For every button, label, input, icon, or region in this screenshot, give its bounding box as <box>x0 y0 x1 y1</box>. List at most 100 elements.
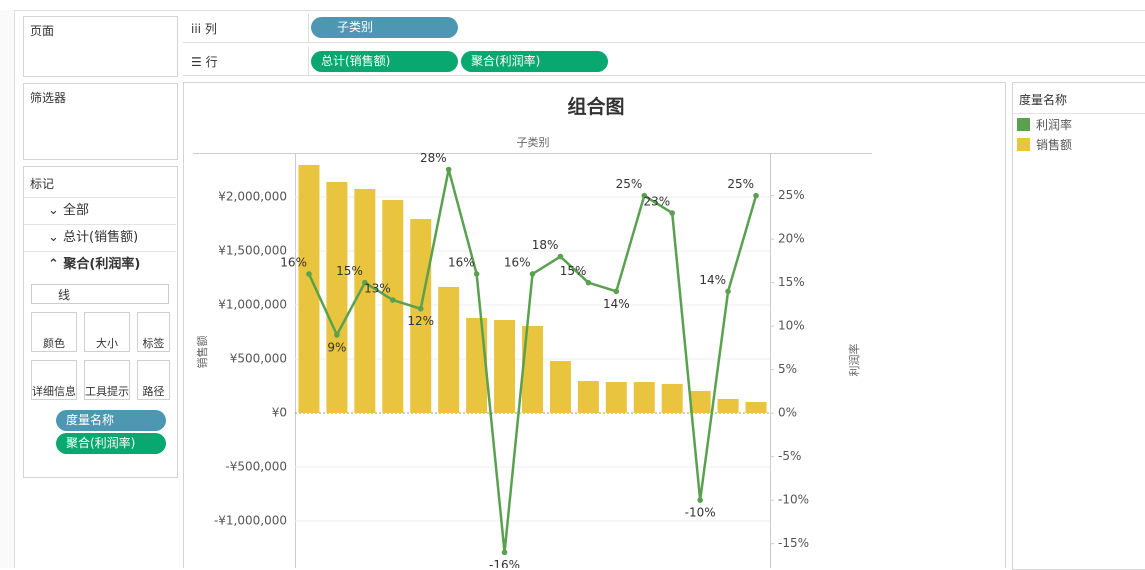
bar <box>549 361 571 413</box>
bar <box>298 164 320 413</box>
shelf-label: iii 列 <box>191 22 217 36</box>
marks-item-label: 聚合(利润率) <box>63 257 141 272</box>
point <box>669 210 676 216</box>
bar <box>577 381 599 413</box>
bar <box>717 398 739 413</box>
data-label: 28% <box>420 151 447 165</box>
marks-item[interactable]: ⌄ 全部 <box>24 197 176 223</box>
bar <box>661 383 683 413</box>
y2-tick-label: 15% <box>778 275 805 289</box>
data-label: 15% <box>560 264 587 278</box>
point <box>753 192 759 199</box>
point <box>445 166 452 173</box>
bar <box>382 199 404 413</box>
point <box>501 549 508 556</box>
data-label: 16% <box>280 255 307 269</box>
rows-shelf: ☰ 行 总计(销售额) 聚合(利润率) <box>183 47 1145 76</box>
legend-items: 利润率销售额 <box>1017 115 1072 155</box>
mark-button-label: 工具提示 <box>85 385 129 398</box>
data-label: 9% <box>327 340 346 354</box>
mark-button-label: 颜色 <box>43 337 65 350</box>
bar <box>466 317 488 413</box>
y2-tick-label: -15% <box>778 536 809 550</box>
bar <box>633 381 655 413</box>
marks-pill[interactable]: 度量名称 <box>56 410 166 431</box>
legend-swatch <box>1017 138 1030 151</box>
mark-type-dropdown[interactable]: 线 <box>31 284 169 304</box>
legend-item[interactable]: 利润率 <box>1017 115 1072 135</box>
point <box>362 279 368 286</box>
bar <box>605 381 627 413</box>
data-label: 25% <box>616 177 643 191</box>
shelf-label-text: 行 <box>205 55 218 69</box>
legend-item[interactable]: 销售额 <box>1017 135 1072 155</box>
mark-button-label: 标签 <box>142 337 165 350</box>
data-label: 23% <box>644 195 671 209</box>
data-label: 25% <box>727 177 754 191</box>
mark-button[interactable]: 标签 <box>137 312 170 352</box>
shelf-pill[interactable]: 聚合(利润率) <box>461 51 608 72</box>
legend-label: 利润率 <box>1036 118 1073 132</box>
data-label: 15% <box>336 264 363 278</box>
legend-swatch <box>1017 118 1030 131</box>
chart: 组合图 子类别 销售额 利润率 -¥1,000,000 -¥500,000 ¥0 ¥5… <box>183 82 1006 568</box>
point <box>334 332 340 338</box>
y-tick-label: ¥1,000,000 <box>218 297 287 311</box>
y-tick-label: ¥500,000 <box>230 351 287 365</box>
bar <box>438 286 460 413</box>
point <box>417 305 424 312</box>
mark-button-label: 路径 <box>142 385 165 398</box>
point <box>529 271 536 277</box>
y2-tick-label: 0% <box>778 406 797 420</box>
y2-tick-label: 20% <box>778 232 805 246</box>
legend-card: 度量名称 利润率销售额 <box>1012 82 1145 570</box>
marks-item[interactable]: ⌄ 总计(销售额) <box>24 224 176 250</box>
point <box>585 279 592 286</box>
shelf-pill[interactable]: 子类别 <box>311 17 458 38</box>
point <box>697 497 703 503</box>
filters-title: 筛选器 <box>30 91 67 105</box>
mark-button[interactable]: 路径 <box>137 360 170 400</box>
divider <box>308 14 309 42</box>
mark-button[interactable]: 工具提示 <box>84 360 130 400</box>
y2-tick-label: 10% <box>778 319 805 333</box>
marks-item[interactable]: ⌃ 聚合(利润率) <box>24 251 176 277</box>
data-label: 14% <box>603 297 630 311</box>
toolbar <box>0 0 1145 11</box>
data-label: 16% <box>504 255 531 269</box>
data-label: 16% <box>448 255 475 269</box>
mark-button[interactable]: 大小 <box>84 312 130 352</box>
mark-button[interactable]: 详细信息 <box>31 360 77 400</box>
y2-tick-label: -10% <box>778 493 809 507</box>
data-label: -10% <box>685 506 716 520</box>
bar <box>494 319 516 413</box>
point <box>306 271 312 277</box>
mark-button[interactable]: 颜色 <box>31 312 77 352</box>
shelf-pill[interactable]: 总计(销售额) <box>311 51 458 72</box>
y-axis-title: 销售额 <box>195 336 209 369</box>
pages-title: 页面 <box>30 24 55 38</box>
shelf-label-text: 列 <box>204 22 217 36</box>
bar <box>354 188 376 413</box>
mark-button-label: 大小 <box>96 337 118 350</box>
marks-card: 标记 ⌄ 全部 ⌄ 总计(销售额) ⌃ 聚合(利润率) 线 颜色 大小 标签 详… <box>23 166 178 478</box>
y-tick-label: ¥2,000,000 <box>218 189 287 203</box>
side-strip <box>0 10 15 568</box>
point <box>557 253 564 260</box>
marks-title: 标记 <box>30 177 55 191</box>
legend-title: 度量名称 <box>1019 93 1068 107</box>
mark-button-label: 详细信息 <box>32 385 76 398</box>
columns-shelf: iii 列 子类别 <box>183 14 1145 43</box>
shelf-label: ☰ 行 <box>191 55 218 69</box>
y-tick-label: -¥1,000,000 <box>214 514 287 528</box>
point <box>641 192 648 199</box>
marks-pill[interactable]: 聚合(利润率) <box>56 433 166 454</box>
divider <box>308 47 309 75</box>
bar <box>522 325 543 413</box>
chart-title: 组合图 <box>567 95 624 118</box>
y-tick-label: ¥1,500,000 <box>218 243 287 257</box>
chart-frame <box>183 82 1006 568</box>
bar <box>410 218 432 413</box>
bar <box>689 390 711 413</box>
